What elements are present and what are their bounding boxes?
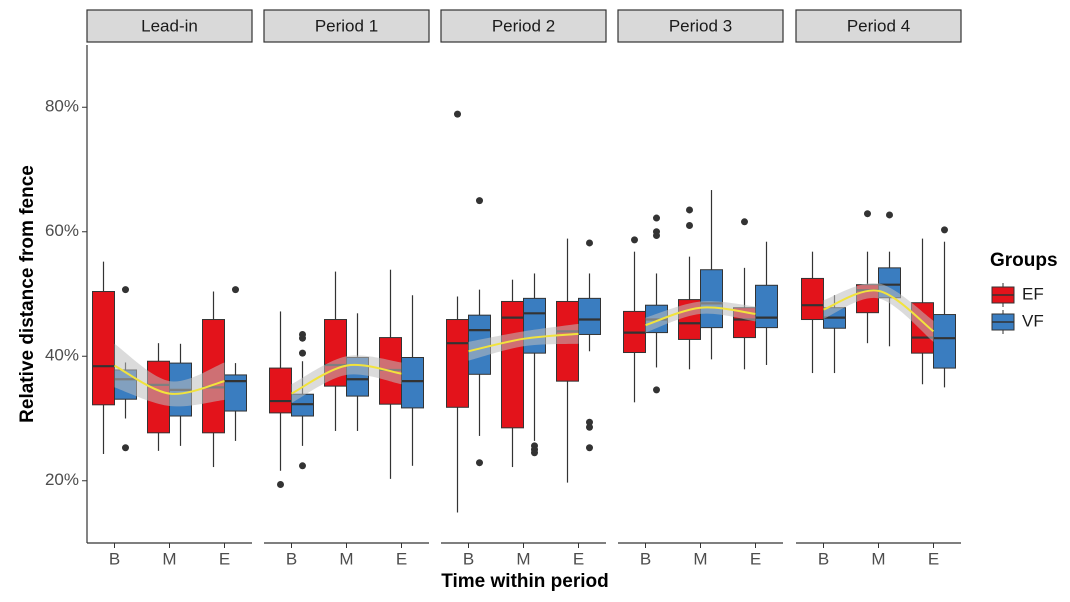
x-tick-label: M bbox=[693, 549, 707, 568]
y-tick-label: 80% bbox=[45, 97, 79, 116]
box bbox=[446, 319, 469, 408]
x-tick-label: M bbox=[162, 549, 176, 568]
legend-title: Groups bbox=[990, 250, 1058, 271]
facet-title: Lead-in bbox=[141, 16, 198, 35]
box bbox=[700, 269, 723, 329]
outlier bbox=[586, 444, 593, 452]
box bbox=[578, 297, 601, 335]
outlier bbox=[741, 218, 748, 226]
smooth-line bbox=[468, 332, 579, 353]
outlier bbox=[277, 480, 284, 488]
x-tick-label: B bbox=[818, 549, 829, 568]
outlier bbox=[686, 206, 693, 214]
smooth-ribbon bbox=[468, 323, 579, 361]
outlier bbox=[232, 286, 239, 294]
box bbox=[933, 314, 956, 369]
outlier bbox=[299, 462, 306, 470]
smooth-line bbox=[114, 364, 225, 395]
facet-strip bbox=[86, 9, 253, 43]
box bbox=[401, 356, 424, 409]
outlier bbox=[653, 231, 660, 239]
outlier bbox=[122, 286, 129, 294]
x-tick-label: M bbox=[871, 549, 885, 568]
smooth-line bbox=[823, 289, 935, 333]
facet-title: Period 4 bbox=[847, 16, 910, 35]
facet-title: Period 2 bbox=[492, 16, 555, 35]
outlier bbox=[886, 211, 893, 219]
box bbox=[501, 300, 524, 429]
x-tick-label: B bbox=[109, 549, 120, 568]
x-tick-label: B bbox=[463, 549, 474, 568]
smooth-line bbox=[645, 306, 756, 327]
x-tick-label: M bbox=[516, 549, 530, 568]
outlier bbox=[299, 334, 306, 342]
x-axis-title: Time within period bbox=[441, 571, 609, 592]
smooth-line bbox=[291, 363, 402, 395]
outlier bbox=[653, 214, 660, 222]
outlier bbox=[476, 459, 483, 467]
x-tick-label: E bbox=[219, 549, 230, 568]
outlier bbox=[586, 423, 593, 431]
facet-title: Period 3 bbox=[669, 16, 732, 35]
x-tick-label: E bbox=[573, 549, 584, 568]
outlier bbox=[454, 110, 461, 118]
smooth-ribbon bbox=[823, 282, 934, 342]
facet-strip bbox=[440, 9, 607, 43]
x-tick-label: E bbox=[928, 549, 939, 568]
outlier bbox=[122, 444, 129, 452]
y-tick-label: 40% bbox=[45, 346, 79, 365]
box bbox=[92, 291, 115, 406]
x-tick-label: E bbox=[396, 549, 407, 568]
facet-strip bbox=[617, 9, 784, 43]
x-tick-label: E bbox=[750, 549, 761, 568]
outlier bbox=[531, 449, 538, 457]
outlier bbox=[299, 349, 306, 357]
legend-label: EF bbox=[1022, 284, 1044, 303]
facet-title: Period 1 bbox=[315, 16, 378, 35]
x-tick-label: B bbox=[286, 549, 297, 568]
legend-label: VF bbox=[1022, 311, 1044, 330]
outlier bbox=[864, 210, 871, 218]
outlier bbox=[686, 222, 693, 230]
outlier bbox=[476, 197, 483, 205]
facet-strip bbox=[263, 9, 430, 43]
box bbox=[801, 277, 824, 321]
y-tick-label: 20% bbox=[45, 470, 79, 489]
box bbox=[755, 284, 778, 329]
y-axis-title: Relative distance from fence bbox=[17, 165, 38, 423]
facet-strip bbox=[795, 9, 962, 43]
outlier bbox=[586, 418, 593, 426]
outlier bbox=[653, 386, 660, 394]
x-tick-label: M bbox=[339, 549, 353, 568]
x-tick-label: B bbox=[640, 549, 651, 568]
outlier bbox=[586, 239, 593, 247]
outlier bbox=[941, 226, 948, 234]
outlier bbox=[631, 236, 638, 244]
y-tick-label: 60% bbox=[45, 221, 79, 240]
box bbox=[269, 367, 292, 414]
